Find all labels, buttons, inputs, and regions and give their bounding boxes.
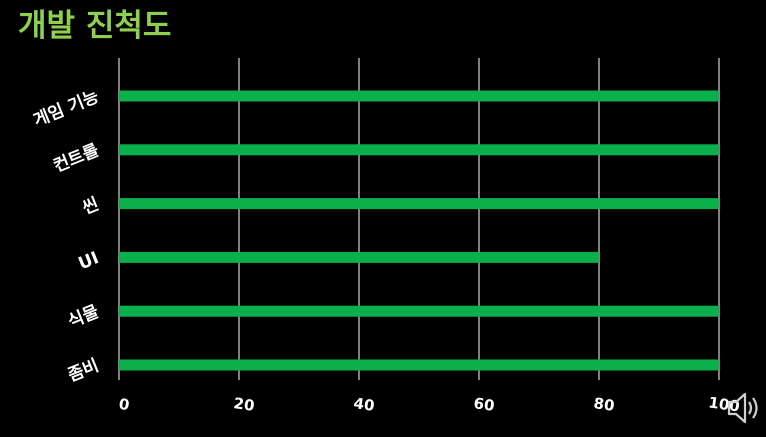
category-label-3: UI [76,248,102,274]
x-tick-label-80: 80 [592,394,615,415]
bar-3 [119,251,599,263]
speaker-icon[interactable] [726,388,762,428]
category-label-4: 식물 [65,302,102,332]
x-tick-label-20: 20 [232,394,255,415]
bar-0 [119,90,719,102]
category-label-2: 씬 [80,194,102,218]
bar-4 [119,305,719,317]
category-label-0: 게임 기능 [30,86,102,131]
bar-2 [119,198,719,210]
x-tick-label-40: 40 [352,394,375,415]
x-tick-label-0: 0 [118,395,131,414]
chart-title: 개발 진척도 [18,8,172,44]
bar-1 [119,144,719,156]
category-label-1: 컨트롤 [51,140,102,176]
x-tick-label-100: 100 [707,393,741,415]
x-tick-label-60: 60 [472,394,495,415]
bars [119,90,719,371]
x-tick-labels: 0 20 40 60 80 100 [118,393,741,415]
bar-5 [119,359,719,371]
category-label-5: 좀비 [65,356,101,386]
gridlines [118,58,720,380]
